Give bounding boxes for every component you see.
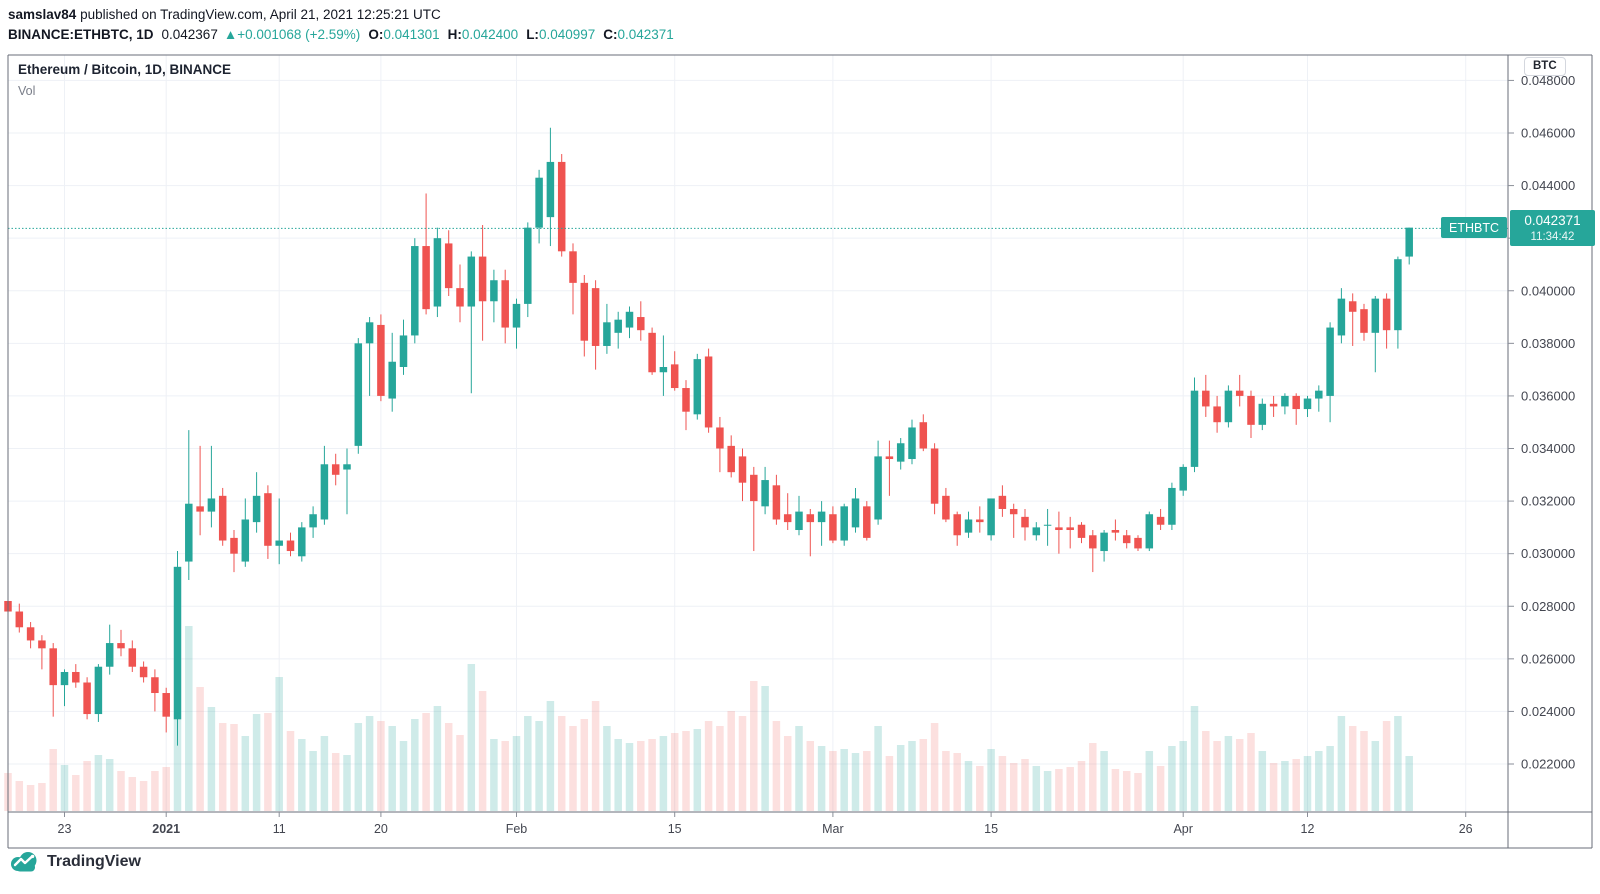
- time-axis[interactable]: 23 2021 11 20 Feb 15 Mar 15 Apr 12 26: [58, 812, 1473, 836]
- price-axis[interactable]: 0.0480000.0460000.0440000.0420000.040000…: [1508, 73, 1575, 772]
- svg-text:15: 15: [668, 822, 682, 836]
- svg-text:0.028000: 0.028000: [1521, 599, 1575, 614]
- ohlc-close: C:0.042371: [603, 27, 674, 42]
- svg-text:0.026000: 0.026000: [1521, 651, 1575, 666]
- svg-text:0.034000: 0.034000: [1521, 441, 1575, 456]
- last-price-value: 0.042371: [1524, 213, 1581, 229]
- ohlc-low: L:0.040997: [526, 27, 596, 42]
- legend-title: Ethereum / Bitcoin, 1D, BINANCE: [18, 62, 232, 77]
- candlestick-series: [4, 127, 1413, 746]
- symbol-price-tag: ETHBTC: [1441, 217, 1507, 239]
- svg-text:0.044000: 0.044000: [1521, 178, 1575, 193]
- svg-text:12: 12: [1301, 822, 1315, 836]
- svg-text:0.024000: 0.024000: [1521, 704, 1575, 719]
- tradingview-logo-icon: [11, 852, 37, 872]
- svg-text:Apr: Apr: [1173, 822, 1192, 836]
- svg-text:0.022000: 0.022000: [1521, 757, 1575, 772]
- svg-text:Feb: Feb: [506, 822, 528, 836]
- legend-volume-indicator: Vol: [18, 84, 36, 98]
- chart-borders: [7, 54, 1593, 849]
- svg-text:11: 11: [273, 822, 286, 836]
- tradingview-logo-text: TradingView: [47, 852, 141, 870]
- svg-text:0.038000: 0.038000: [1521, 336, 1575, 351]
- svg-text:20: 20: [374, 822, 388, 836]
- svg-text:0.032000: 0.032000: [1521, 494, 1575, 509]
- last-price: 0.042367: [161, 27, 218, 42]
- tradingview-logo[interactable]: TradingView: [10, 851, 141, 872]
- grid-lines: [8, 55, 1508, 812]
- bar-close-countdown: 11:34:42: [1530, 231, 1575, 244]
- svg-text:23: 23: [58, 822, 72, 836]
- ohlc-open: O:0.041301: [368, 27, 440, 42]
- svg-text:26: 26: [1459, 822, 1473, 836]
- chart-legend: Ethereum / Bitcoin, 1D, BINANCE Vol: [18, 61, 231, 99]
- svg-text:0.030000: 0.030000: [1521, 546, 1575, 561]
- author-name: samslav84: [8, 7, 77, 22]
- change-value: +0.001068 (+2.59%): [237, 27, 361, 42]
- symbol-info-bar: BINANCE:ETHBTC, 1D 0.042367 ▲+0.001068 (+2…: [8, 25, 674, 45]
- byline: samslav84 published on TradingView.com, …: [8, 5, 674, 25]
- svg-text:2021: 2021: [152, 822, 180, 836]
- svg-text:Mar: Mar: [822, 822, 844, 836]
- change-arrow-icon: ▲: [223, 27, 238, 42]
- svg-text:0.040000: 0.040000: [1521, 283, 1575, 298]
- symbol-title: BINANCE:ETHBTC, 1D: [8, 27, 154, 42]
- byline-text: published on TradingView.com, April 21, …: [76, 7, 441, 22]
- svg-text:0.048000: 0.048000: [1521, 73, 1575, 88]
- currency-unit-button[interactable]: BTC: [1524, 57, 1566, 76]
- svg-text:15: 15: [984, 822, 998, 836]
- header: samslav84 published on TradingView.com, …: [8, 5, 674, 45]
- svg-text:0.036000: 0.036000: [1521, 388, 1575, 403]
- last-price-flag: 0.042371 11:34:42: [1510, 210, 1595, 247]
- volume-series: [4, 626, 1413, 811]
- svg-text:0.046000: 0.046000: [1521, 126, 1575, 141]
- ohlc-high: H:0.042400: [447, 27, 519, 42]
